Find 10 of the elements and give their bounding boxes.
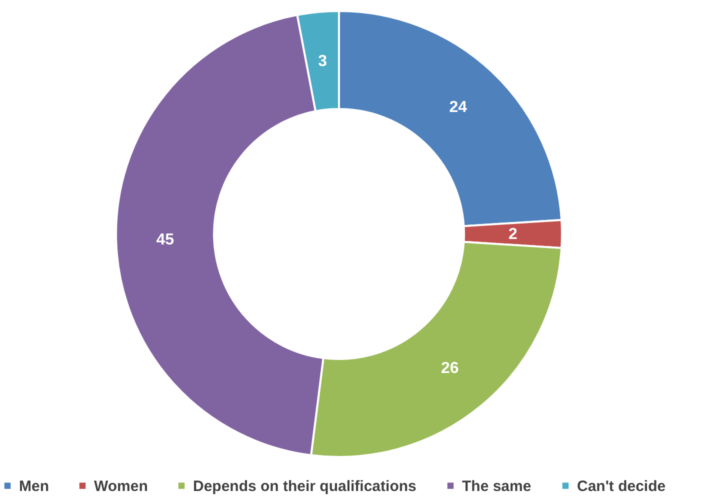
legend-label: Depends on their qualifications [193,478,416,495]
data-label: 3 [318,52,328,70]
data-label: 45 [156,231,174,248]
legend-label: Men [19,478,49,495]
legend-label: The same [462,478,532,495]
data-label: 2 [508,226,518,243]
data-label: 26 [441,360,459,378]
data-label: 24 [449,99,468,116]
legend-label: Women [94,478,148,495]
legend-label: Can't decide [577,478,666,495]
